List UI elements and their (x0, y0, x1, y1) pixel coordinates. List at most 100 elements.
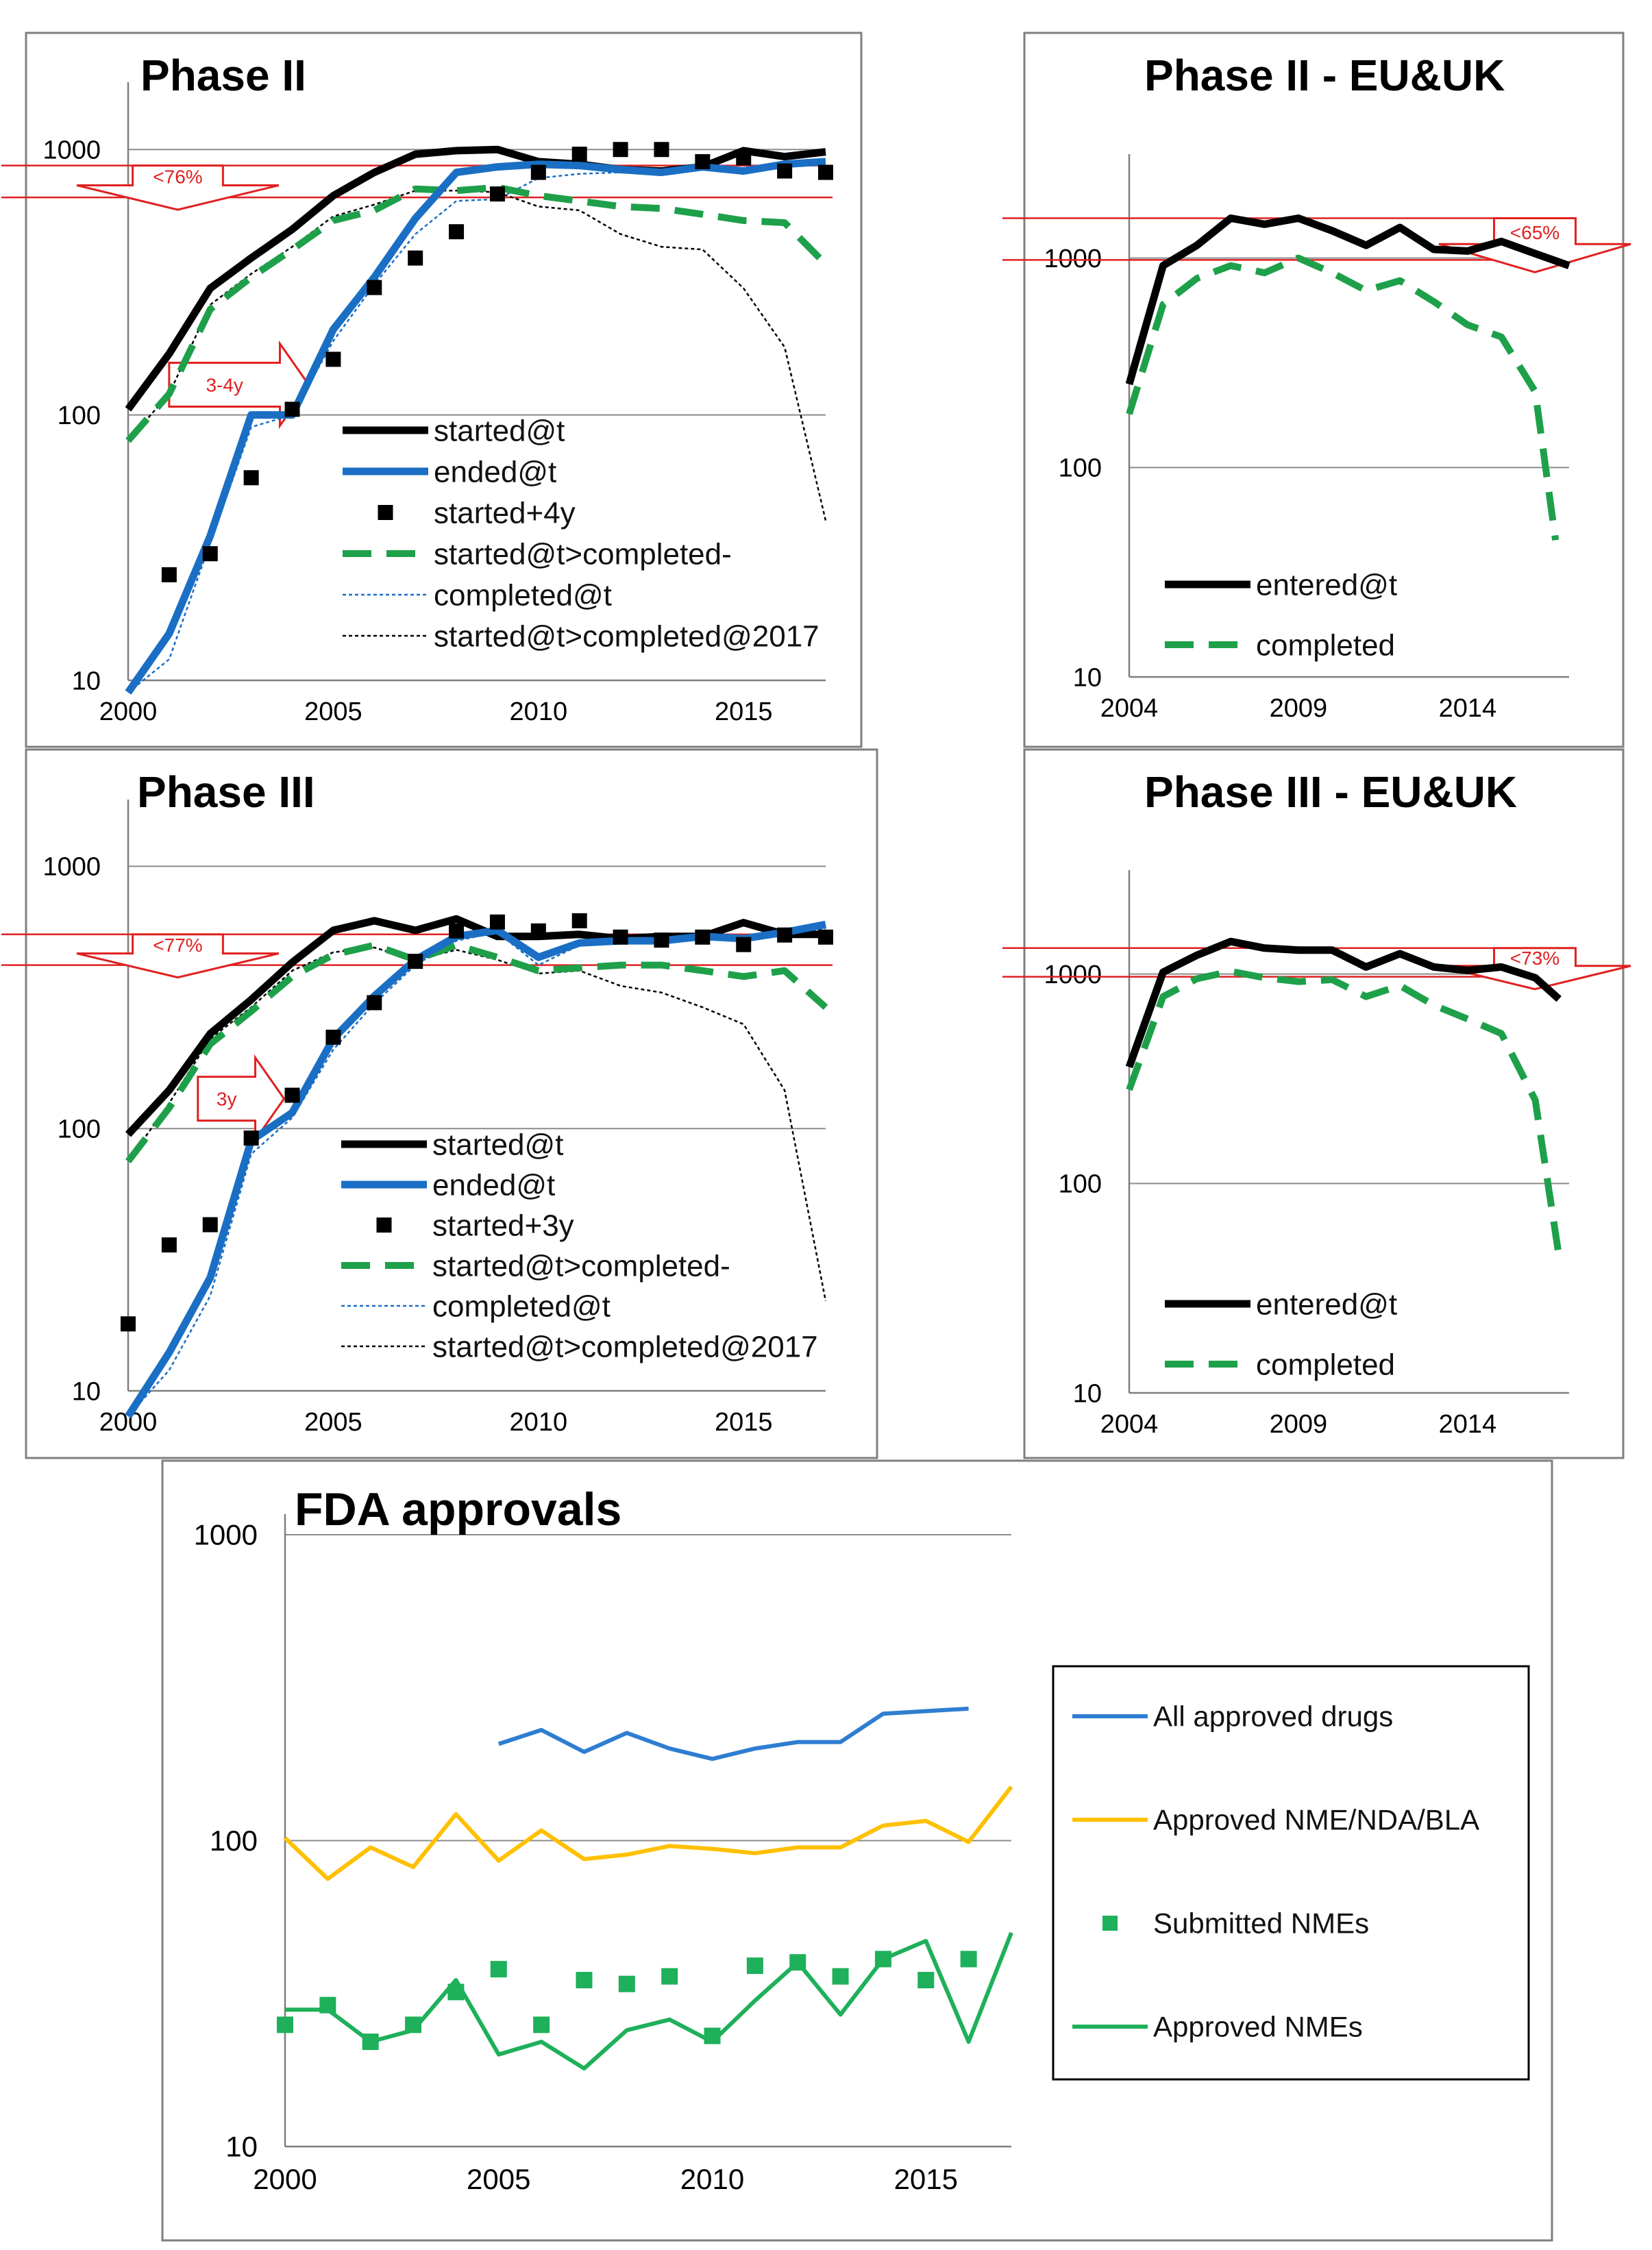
data-point (832, 1968, 849, 1985)
data-point (613, 929, 628, 945)
data-point (736, 150, 752, 166)
x-tick-label: 2004 (1100, 694, 1159, 723)
x-tick-label: 2010 (680, 2163, 744, 2195)
data-point (777, 927, 793, 943)
y-tick-label: 10 (72, 1377, 101, 1406)
legend-item: started@t>completed@2017 (341, 1330, 818, 1363)
data-point (447, 1983, 465, 2001)
data-point (489, 186, 505, 202)
legend-item: started@t>completed- (341, 1249, 730, 1283)
series-entered-t (1125, 937, 1562, 1069)
x-tick-label: 2004 (1100, 1410, 1159, 1439)
legend-marker (1102, 1916, 1118, 1931)
legend-item: entered@t (1165, 568, 1397, 602)
legend-label: Submitted NMEs (1153, 1907, 1369, 1940)
data-point (618, 1975, 635, 1992)
data-point (367, 995, 382, 1011)
legend-item: Submitted NMEs (1102, 1907, 1369, 1940)
legend-label: ended@t (432, 1168, 555, 1202)
x-tick-label: 2015 (715, 1408, 773, 1437)
series-line (1126, 254, 1559, 541)
data-point (319, 1996, 336, 2014)
data-point (121, 1316, 136, 1332)
data-point (202, 1217, 218, 1233)
data-point (960, 1951, 977, 1968)
reduction-arrow (76, 164, 280, 211)
data-point (736, 937, 752, 952)
data-point (408, 250, 423, 266)
legend-label: completed (1256, 1348, 1395, 1381)
y-tick-label: 100 (58, 1115, 101, 1144)
data-point (576, 1972, 593, 1989)
legend-label: started@t (434, 414, 565, 447)
data-point (202, 546, 218, 562)
series-started-t-completed-2017 (127, 946, 827, 1302)
legend-item: completed@t (341, 1289, 611, 1323)
y-tick-label: 1000 (1044, 245, 1102, 273)
series-line (125, 941, 828, 1164)
panel-phase-iii-eu-uk: 10 100 1000 2004 2009 2014 Phase III - EU&UK <7… (1002, 748, 1631, 1459)
legend-label: started@t>completed@2017 (432, 1330, 818, 1363)
reduction-label: <65% (1510, 222, 1559, 243)
data-point (243, 470, 259, 486)
chart-title: FDA approvals (295, 1483, 621, 1535)
legend-label: All approved drugs (1153, 1701, 1393, 1733)
series-completed (1126, 254, 1559, 541)
data-point (489, 914, 505, 930)
y-tick-label: 1000 (42, 853, 101, 882)
legend-item: All approved drugs (1072, 1701, 1393, 1733)
x-tick-label: 2000 (99, 697, 158, 726)
series-submitted-nmes (277, 1951, 977, 2051)
data-point (490, 1961, 507, 1978)
y-tick-label: 1000 (42, 136, 101, 165)
series-line (1125, 937, 1562, 1069)
series-line (497, 1706, 969, 1761)
legend-item: started@t>completed- (343, 537, 732, 571)
legend-item: completed@t (343, 578, 612, 612)
legend-label: started@t (432, 1128, 563, 1161)
panel-phase-ii: 10 100 1000 2000 2005 2010 2015 Phase II <76% 3-4… (1, 32, 863, 748)
data-point (367, 280, 382, 295)
data-point (161, 1237, 177, 1253)
lag-arrow (197, 1054, 286, 1143)
data-point (449, 923, 465, 939)
legend-label: completed@t (432, 1289, 611, 1323)
data-point (362, 2033, 379, 2051)
data-point (571, 913, 587, 928)
legend-item: started@t (343, 414, 565, 447)
data-point (533, 2016, 550, 2033)
legend-label: started+4y (434, 496, 576, 530)
legend: All approved drugs Approved NME/NDA/BLA Su… (1052, 1665, 1530, 2081)
y-tick-label: 100 (1059, 1170, 1102, 1199)
legend-item: Approved NME/NDA/BLA (1072, 1804, 1479, 1836)
series-started-t-completed (125, 184, 828, 443)
legend-label: started@t>completed- (432, 1249, 730, 1283)
data-point (571, 147, 587, 162)
legend-item: entered@t (1165, 1287, 1397, 1321)
data-point (818, 164, 833, 180)
series-approved-nme-nda-bla (283, 1785, 1013, 1881)
legend-label: started+3y (432, 1209, 574, 1242)
data-point (695, 929, 711, 945)
chart-title: Phase II (140, 51, 306, 100)
data-point (408, 954, 423, 969)
legend-item: completed (1165, 628, 1395, 662)
series-started-4y (161, 142, 833, 582)
series-started-t-completed (125, 941, 828, 1164)
legend-box (1052, 1665, 1530, 2081)
data-point (449, 224, 465, 240)
x-tick-label: 2009 (1270, 1410, 1328, 1439)
legend-marker (376, 1217, 392, 1233)
series-line (125, 184, 828, 443)
y-tick-label: 100 (1059, 454, 1102, 483)
legend-item: completed (1165, 1348, 1395, 1381)
legend-item: ended@t (343, 455, 556, 489)
data-point (325, 351, 341, 367)
legend-label: Approved NMEs (1153, 2011, 1363, 2043)
series-line (1125, 214, 1570, 386)
y-tick-label: 10 (72, 667, 101, 695)
legend: started@t ended@t started+4y started@t>comp… (343, 414, 819, 653)
panel-phase-ii-eu-uk: 10 100 1000 2004 2009 2014 Phase II - EU&UK <65… (1002, 32, 1631, 748)
lag-label: 3y (217, 1089, 237, 1110)
series-line (127, 946, 827, 1302)
